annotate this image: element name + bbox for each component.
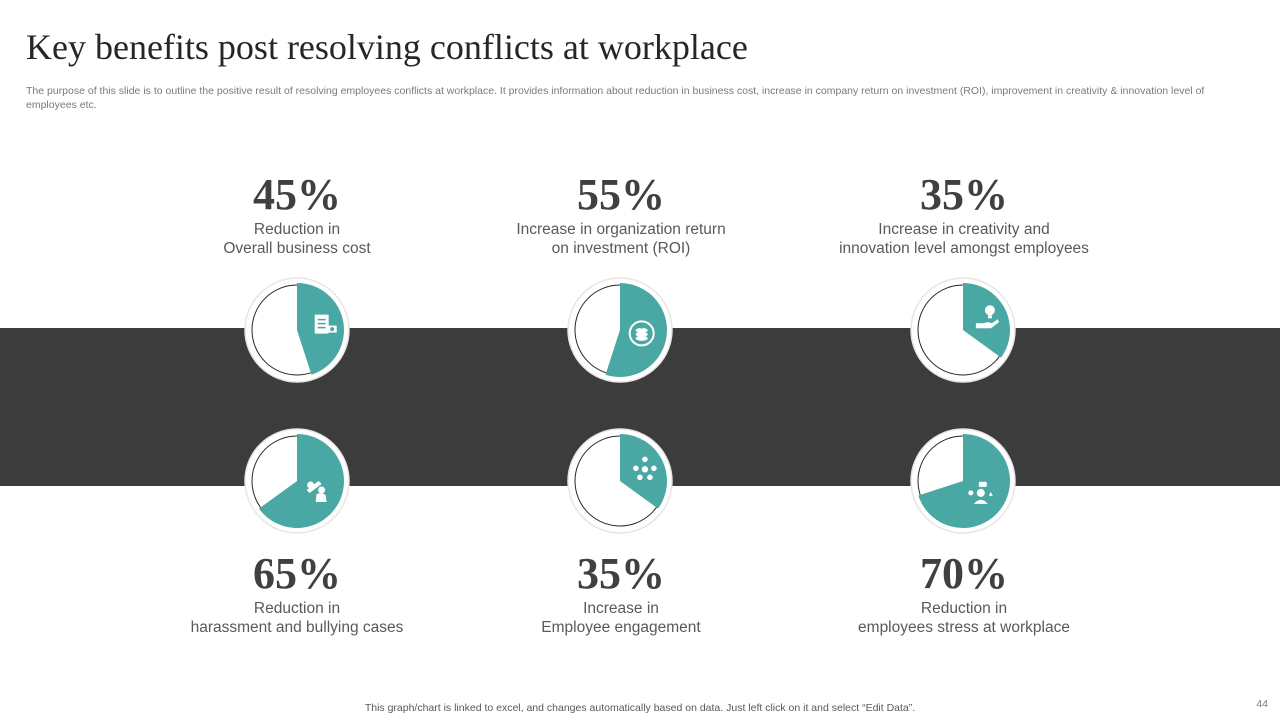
stat-description-line: employees stress at workplace bbox=[858, 619, 1070, 636]
pie-chart-4 bbox=[244, 428, 350, 534]
stat-description-line: Reduction in bbox=[253, 600, 341, 617]
stat-description: Reduction in employees stress at workpla… bbox=[794, 599, 1134, 637]
stress-person-icon bbox=[968, 481, 993, 504]
stat-percent: 35% bbox=[577, 549, 665, 598]
stat-description: Increase in creativity and innovation le… bbox=[794, 220, 1134, 258]
svg-text:$: $ bbox=[640, 323, 644, 330]
harassment-icon bbox=[306, 481, 327, 502]
stat-description-line: harassment and bullying cases bbox=[190, 619, 404, 636]
pie-slice bbox=[258, 434, 345, 528]
coins-roi-icon: $ bbox=[628, 320, 655, 347]
stat-description-line: Overall business cost bbox=[223, 240, 371, 257]
cost-document-icon bbox=[314, 314, 337, 334]
stat-percent: 45% bbox=[253, 170, 341, 219]
stat-description: Increase in Employee engagement bbox=[451, 599, 791, 637]
stat-description-line: Reduction in bbox=[920, 600, 1008, 617]
stat-description-line: Increase in creativity and bbox=[878, 221, 1050, 238]
stat-description: Increase in organization return on inves… bbox=[451, 220, 791, 258]
stat-description: Reduction in harassment and bullying cas… bbox=[127, 599, 467, 637]
stat-block-6: 70% Reduction in employees stress at wor… bbox=[794, 549, 1134, 637]
pie-slice bbox=[963, 283, 1010, 358]
pie-chart-1 bbox=[244, 277, 350, 383]
stat-description: Reduction in Overall business cost bbox=[127, 220, 467, 258]
pie-chart-2: $ bbox=[567, 277, 673, 383]
slide-title: Key benefits post resolving conflicts at… bbox=[26, 27, 748, 67]
stat-block-3: 35% Increase in creativity and innovatio… bbox=[794, 170, 1134, 258]
stat-description-line: Increase in organization return bbox=[516, 221, 726, 238]
stat-description-line: on investment (ROI) bbox=[551, 240, 691, 257]
stat-description-line: Employee engagement bbox=[541, 619, 701, 636]
footer-note: This graph/chart is linked to excel, and… bbox=[364, 702, 916, 714]
stat-percent: 70% bbox=[920, 549, 1008, 598]
page-number: 44 bbox=[1256, 698, 1268, 710]
stat-percent: 35% bbox=[920, 170, 1008, 219]
stat-block-2: 55% Increase in organization return on i… bbox=[451, 170, 791, 258]
team-network-icon bbox=[633, 456, 657, 481]
stat-description-line: Reduction in bbox=[253, 221, 341, 238]
pie-chart-3 bbox=[910, 277, 1016, 383]
stat-description-line: Increase in bbox=[583, 600, 659, 617]
pie-chart-6 bbox=[910, 428, 1016, 534]
stat-block-5: 35% Increase in Employee engagement bbox=[451, 549, 791, 637]
idea-hand-icon bbox=[975, 305, 999, 329]
stat-block-4: 65% Reduction in harassment and bullying… bbox=[127, 549, 467, 637]
stat-description-line: innovation level amongst employees bbox=[839, 240, 1089, 257]
slide-subtitle: The purpose of this slide is to outline … bbox=[26, 85, 1205, 111]
pie-chart-5 bbox=[567, 428, 673, 534]
pie-slice bbox=[918, 434, 1011, 528]
stat-block-1: 45% Reduction in Overall business cost bbox=[127, 170, 467, 258]
stat-percent: 55% bbox=[577, 170, 665, 219]
stat-percent: 65% bbox=[253, 549, 341, 598]
